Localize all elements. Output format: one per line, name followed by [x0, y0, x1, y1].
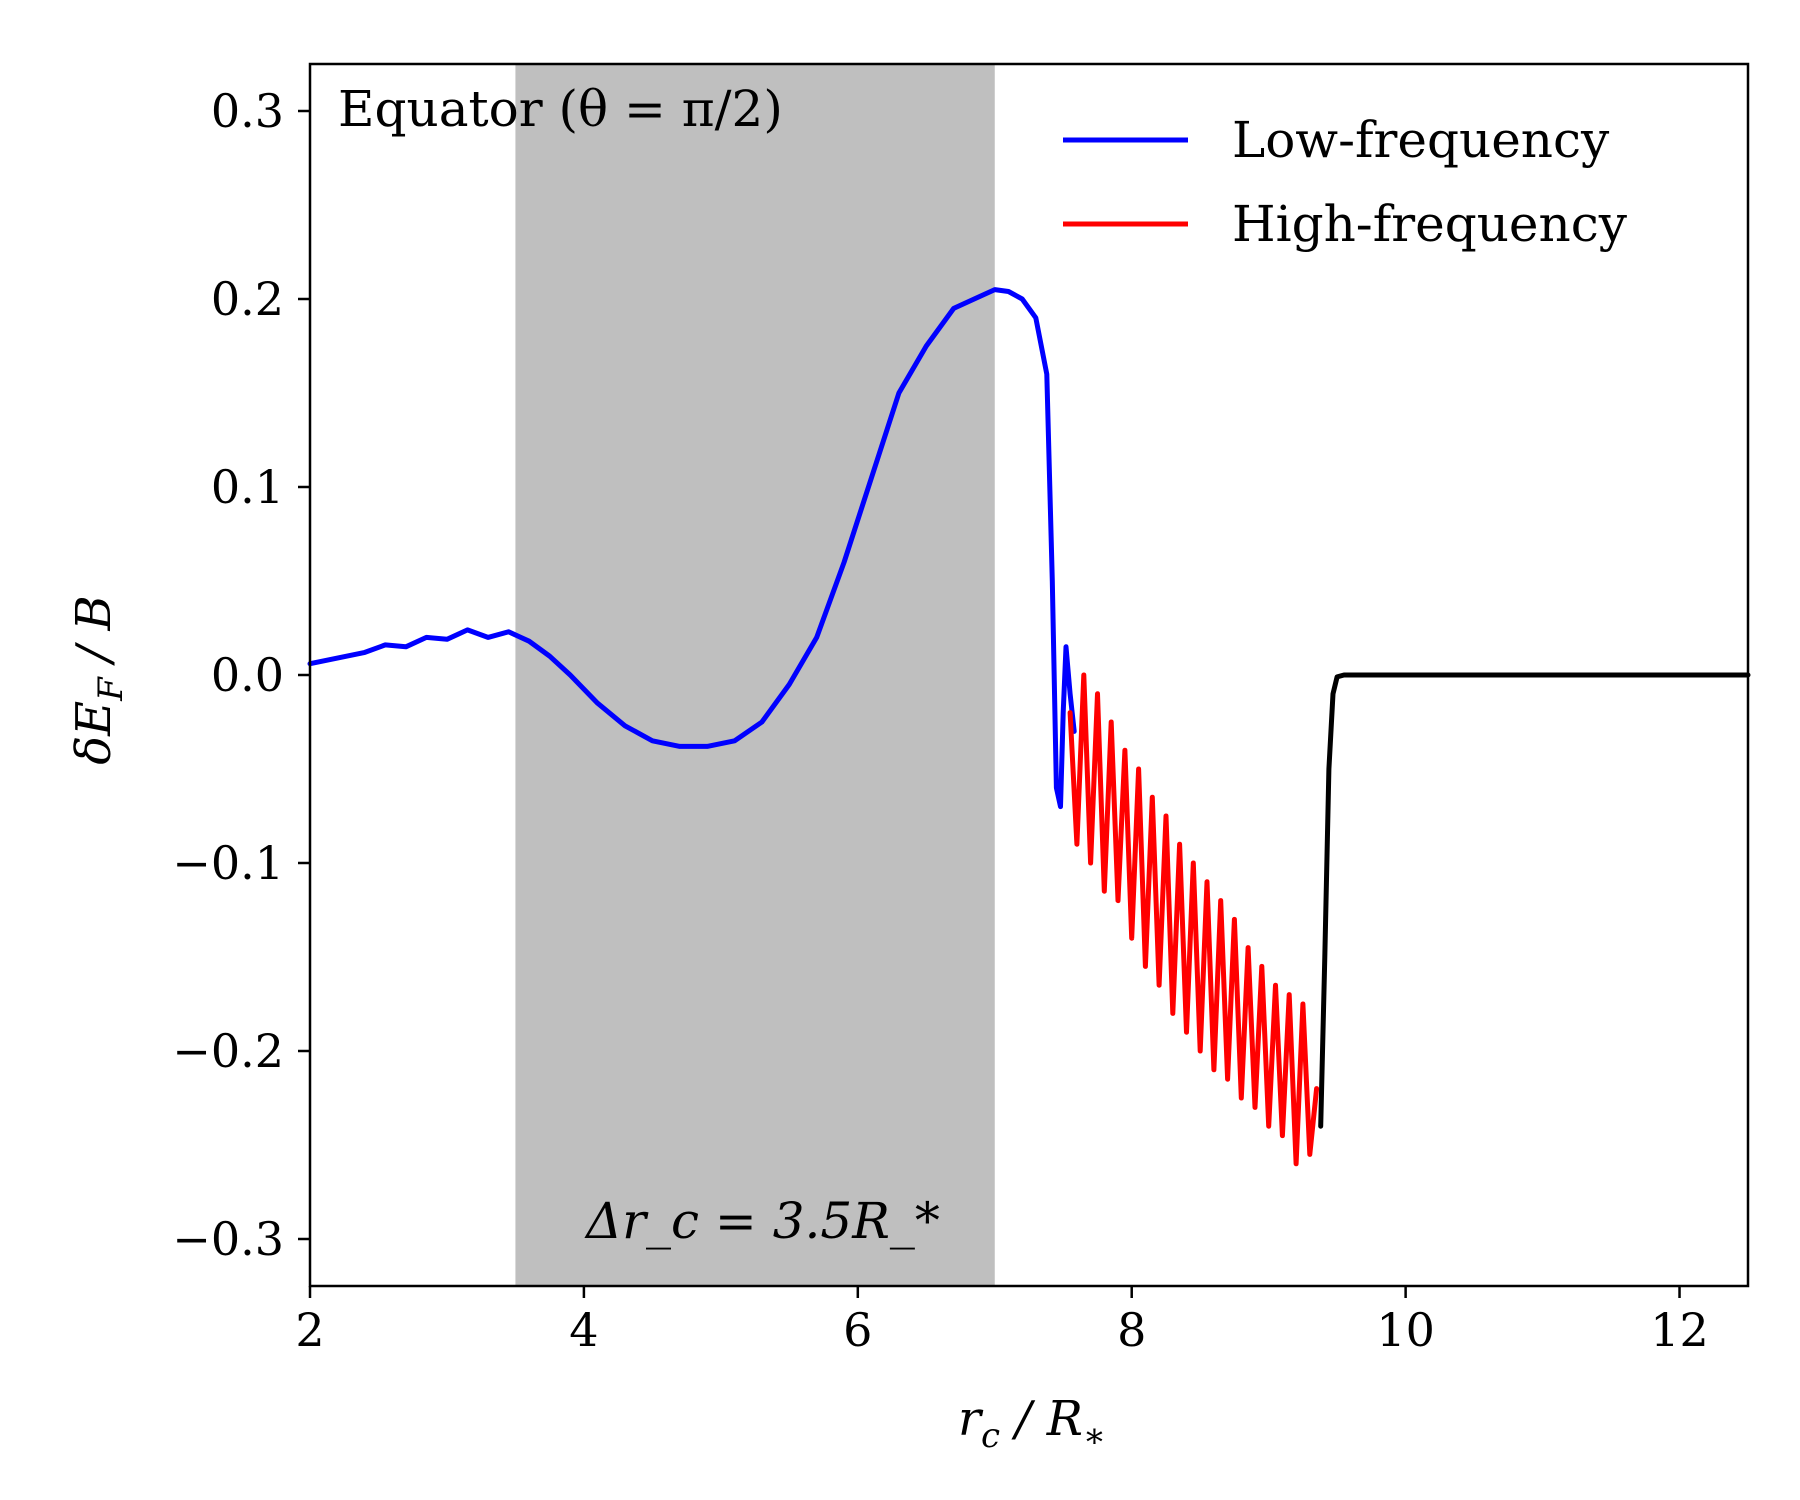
- series-line-low-frequency: [307, 287, 1077, 810]
- y-tick-label: −0.2: [172, 1024, 284, 1078]
- x-tick-label: 2: [295, 1303, 324, 1357]
- x-tick-label: 12: [1650, 1303, 1709, 1357]
- delta-annotation: Δr_c = 3.5R_*: [584, 1192, 940, 1250]
- y-tick-label: 0.1: [211, 460, 284, 514]
- y-tick-label: −0.1: [172, 836, 284, 890]
- y-tick-label: 0.0: [211, 648, 284, 702]
- y-tick-label: −0.3: [172, 1212, 284, 1266]
- region-annotation: Equator (θ = π/2): [338, 80, 783, 138]
- legend: Low-frequency High-frequency: [1063, 111, 1628, 253]
- shaded-region-layer: [515, 64, 995, 1286]
- series-layer: [307, 287, 1751, 1167]
- x-axis-ticks: 2 4 6 8 10 12: [295, 1286, 1709, 1357]
- y-axis-ticks: −0.3 −0.2 −0.1 0.0 0.1 0.2 0.3: [172, 84, 310, 1266]
- legend-label: Low-frequency: [1232, 111, 1610, 169]
- x-axis-label: rc / R∗: [958, 1391, 1106, 1456]
- y-tick-label: 0.2: [211, 272, 284, 326]
- shaded-region: [515, 64, 995, 1286]
- y-tick-label: 0.3: [211, 84, 284, 138]
- legend-label: High-frequency: [1232, 195, 1628, 253]
- series-line-high-frequency: [1067, 672, 1320, 1167]
- x-tick-label: 8: [1117, 1303, 1146, 1357]
- x-tick-label: 6: [843, 1303, 872, 1357]
- y-axis-label: δEF / B: [66, 595, 131, 765]
- series-line-converged: [1318, 672, 1751, 1129]
- x-tick-label: 10: [1376, 1303, 1435, 1357]
- x-tick-label: 4: [569, 1303, 598, 1357]
